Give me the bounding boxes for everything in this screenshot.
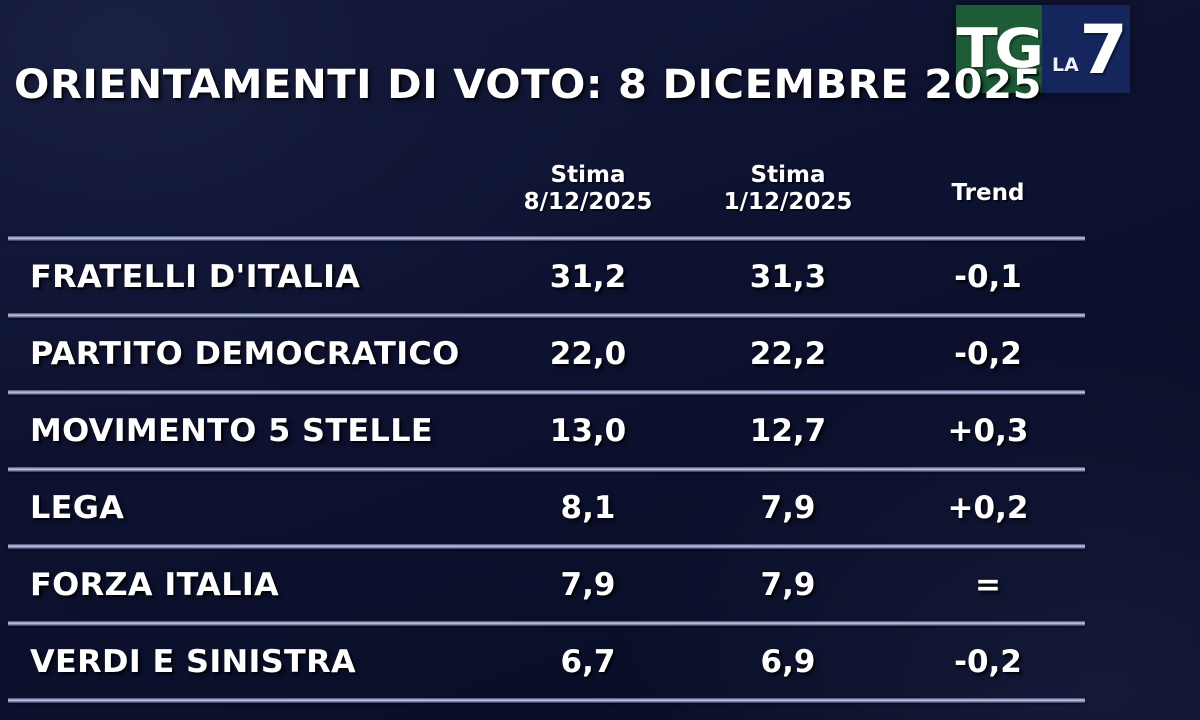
table-row: PARTITO DEMOCRATICO 22,0 22,2 -0,2 (0, 318, 1200, 390)
value-trend: = (975, 567, 1001, 603)
value-trend: +0,2 (947, 490, 1029, 526)
value-trend: -0,1 (954, 259, 1022, 295)
column-header-trend-label: Trend (951, 180, 1025, 206)
table-row: FORZA ITALIA 7,9 7,9 = (0, 549, 1200, 621)
value-trend: -0,2 (954, 644, 1022, 680)
column-header-stima-current-line1: Stima (550, 162, 626, 188)
logo-la7-block: LA 7 (1042, 5, 1130, 93)
table-header-row: Stima 8/12/2025 Stima 1/12/2025 Trend (0, 150, 1200, 236)
value-trend: -0,2 (954, 336, 1022, 372)
value-stima-current: 22,0 (549, 336, 627, 372)
table-separator (8, 621, 1085, 626)
column-header-stima-previous-line1: Stima (750, 162, 826, 188)
value-stima-previous: 7,9 (760, 567, 816, 603)
table-separator (8, 467, 1085, 472)
value-stima-current: 13,0 (549, 413, 627, 449)
party-name: FRATELLI D'ITALIA (30, 259, 361, 295)
table-row: LEGA 8,1 7,9 +0,2 (0, 472, 1200, 544)
table-separator (8, 313, 1085, 318)
column-header-stima-current: Stima 8/12/2025 (488, 162, 688, 216)
tgla7-logo: TG LA 7 (956, 5, 1130, 93)
value-stima-previous: 12,7 (749, 413, 827, 449)
party-name: PARTITO DEMOCRATICO (30, 336, 460, 372)
table-row: VERDI E SINISTRA 6,7 6,9 -0,2 (0, 626, 1200, 698)
logo-la-text: LA (1052, 54, 1079, 76)
table-separator (8, 698, 1085, 703)
party-name: FORZA ITALIA (30, 567, 280, 603)
value-stima-current: 8,1 (560, 490, 616, 526)
column-header-stima-previous-line2: 1/12/2025 (723, 189, 853, 215)
value-trend: +0,3 (947, 413, 1029, 449)
column-header-trend: Trend (888, 180, 1088, 207)
value-stima-previous: 22,2 (749, 336, 827, 372)
value-stima-current: 6,7 (560, 644, 616, 680)
party-name: VERDI E SINISTRA (30, 644, 357, 680)
table-separator (8, 236, 1085, 241)
party-name: MOVIMENTO 5 STELLE (30, 413, 433, 449)
logo-tg-block: TG (956, 5, 1045, 93)
column-header-stima-current-line2: 8/12/2025 (523, 189, 653, 215)
table-row: FRATELLI D'ITALIA 31,2 31,3 -0,1 (0, 241, 1200, 313)
value-stima-previous: 6,9 (760, 644, 816, 680)
column-header-stima-previous: Stima 1/12/2025 (688, 162, 888, 216)
table-separator (8, 544, 1085, 549)
party-name: LEGA (30, 490, 125, 526)
value-stima-current: 7,9 (560, 567, 616, 603)
table-row: MOVIMENTO 5 STELLE 13,0 12,7 +0,3 (0, 395, 1200, 467)
value-stima-previous: 31,3 (749, 259, 827, 295)
poll-table: Stima 8/12/2025 Stima 1/12/2025 Trend FR… (0, 150, 1200, 703)
value-stima-previous: 7,9 (760, 490, 816, 526)
table-separator (8, 390, 1085, 395)
value-stima-current: 31,2 (549, 259, 627, 295)
page-title: ORIENTAMENTI DI VOTO: 8 DICEMBRE 2025 (14, 62, 1043, 108)
logo-seven-text: 7 (1079, 11, 1128, 90)
logo-tg-text: TG (956, 17, 1045, 80)
